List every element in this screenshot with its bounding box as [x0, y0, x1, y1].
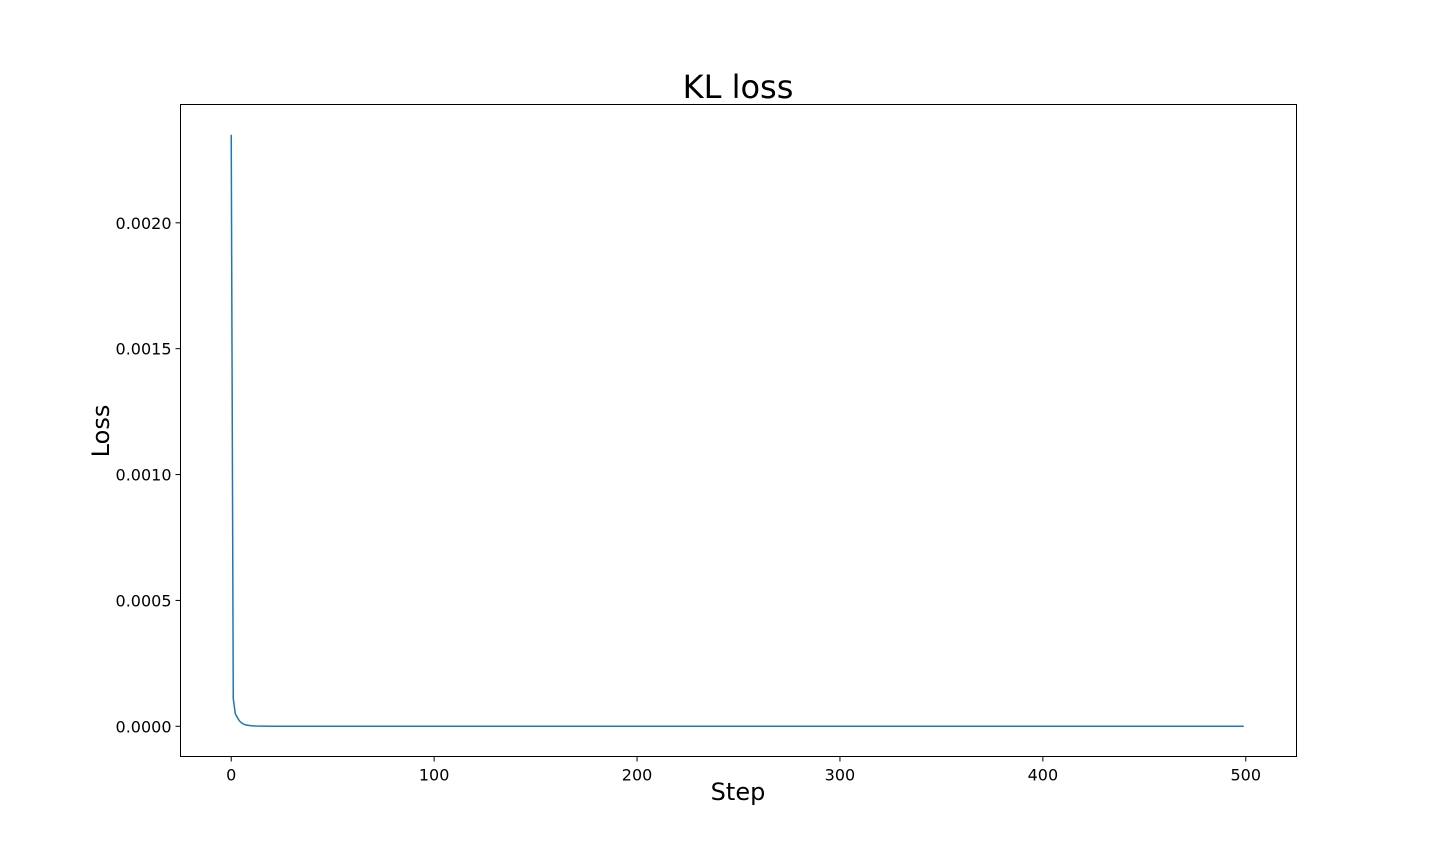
series-line	[230, 134, 1244, 728]
x-tick-label: 500	[1230, 766, 1261, 785]
y-axis-title: Loss	[87, 405, 115, 458]
x-tick-label: 200	[622, 766, 653, 785]
x-tick-label: 0	[226, 766, 236, 785]
x-axis-title: Step	[711, 778, 766, 806]
chart-title: KL loss	[683, 68, 794, 106]
y-tick-label: 0.0000	[116, 717, 172, 736]
y-tick-label: 0.0015	[116, 340, 172, 359]
y-tick-label: 0.0010	[116, 466, 172, 485]
y-tick-label: 0.0005	[116, 591, 172, 610]
x-tick-label: 300	[825, 766, 856, 785]
series-group	[230, 134, 1244, 728]
plot-frame	[180, 104, 1297, 757]
x-tick-label: 100	[419, 766, 450, 785]
x-tick-label: 400	[1028, 766, 1059, 785]
axes: 0 100 200 300 400 500 0.0000 0.0005 0.0010 0.0015…	[116, 214, 1262, 785]
y-tick-label: 0.0020	[116, 214, 172, 233]
